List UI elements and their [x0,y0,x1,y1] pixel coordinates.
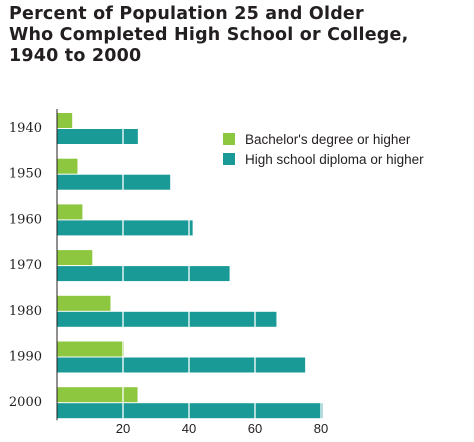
bar-high-school-1990 [57,357,306,373]
bar-bachelors-1970 [57,250,93,266]
bar-bachelors-1980 [57,295,111,311]
chart-title: Percent of Population 25 and Older Who C… [9,4,449,67]
y-tick-label-1940: 1940 [9,121,42,136]
chart-title-line-1: Percent of Population 25 and Older [9,4,364,24]
x-tick-label-80: 80 [314,421,328,436]
gridlines-layer [122,109,322,421]
legend: Bachelor's degree or higher High school d… [223,132,424,167]
bar-high-school-1940 [57,129,138,144]
bar-high-school-1980 [57,311,277,327]
x-tick-label-60: 60 [248,421,262,436]
y-tick-label-1970: 1970 [9,258,42,273]
y-tick-label-1990: 1990 [9,350,42,365]
bar-high-school-1970 [57,266,230,282]
chart-title-line-2: Who Completed High School or College, [9,25,409,45]
legend-label-high-school: High school diploma or higher [245,152,424,167]
x-tick-label-40: 40 [182,421,196,436]
bar-high-school-2000 [57,403,323,419]
x-tick-label-20: 20 [116,421,130,436]
y-tick-label-2000: 2000 [9,395,42,410]
bar-bachelors-1950 [57,158,78,174]
chart-title-line-3: 1940 to 2000 [9,46,142,66]
x-tick-labels: 20 40 60 80 [116,421,328,436]
y-tick-label-1980: 1980 [9,304,42,319]
legend-swatch-bachelors [223,133,235,145]
bars-layer [57,113,323,419]
bar-bachelors-2000 [57,387,138,403]
y-tick-label-1960: 1960 [9,212,42,227]
bar-high-school-1950 [57,174,171,190]
y-tick-label-1950: 1950 [9,167,42,182]
bar-bachelors-1940 [57,113,73,128]
y-tick-labels: 1940 1950 1960 1970 1980 1990 2000 [9,121,42,410]
legend-label-bachelors: Bachelor's degree or higher [245,132,411,147]
bar-bachelors-1990 [57,341,124,357]
bar-high-school-1960 [57,220,193,236]
legend-swatch-high-school [223,153,235,165]
bar-bachelors-1960 [57,204,83,220]
